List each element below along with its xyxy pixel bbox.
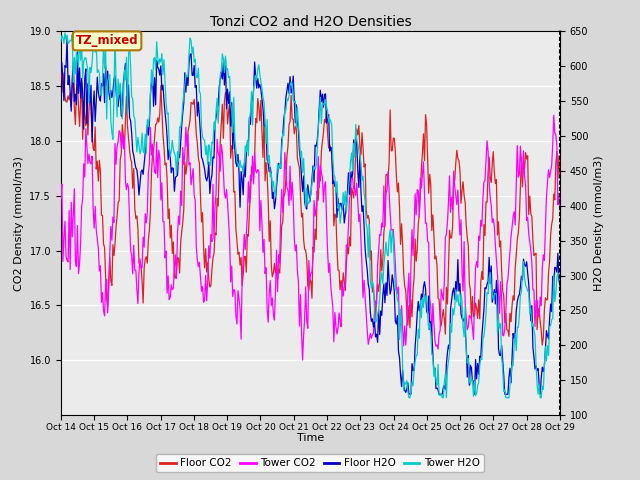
Y-axis label: H2O Density (mmol/m3): H2O Density (mmol/m3) xyxy=(594,156,604,291)
Legend: Floor CO2, Tower CO2, Floor H2O, Tower H2O: Floor CO2, Tower CO2, Floor H2O, Tower H… xyxy=(156,454,484,472)
X-axis label: Time: Time xyxy=(297,433,324,443)
Title: Tonzi CO2 and H2O Densities: Tonzi CO2 and H2O Densities xyxy=(209,15,412,29)
Text: TZ_mixed: TZ_mixed xyxy=(76,35,138,48)
Y-axis label: CO2 Density (mmol/m3): CO2 Density (mmol/m3) xyxy=(14,156,24,291)
